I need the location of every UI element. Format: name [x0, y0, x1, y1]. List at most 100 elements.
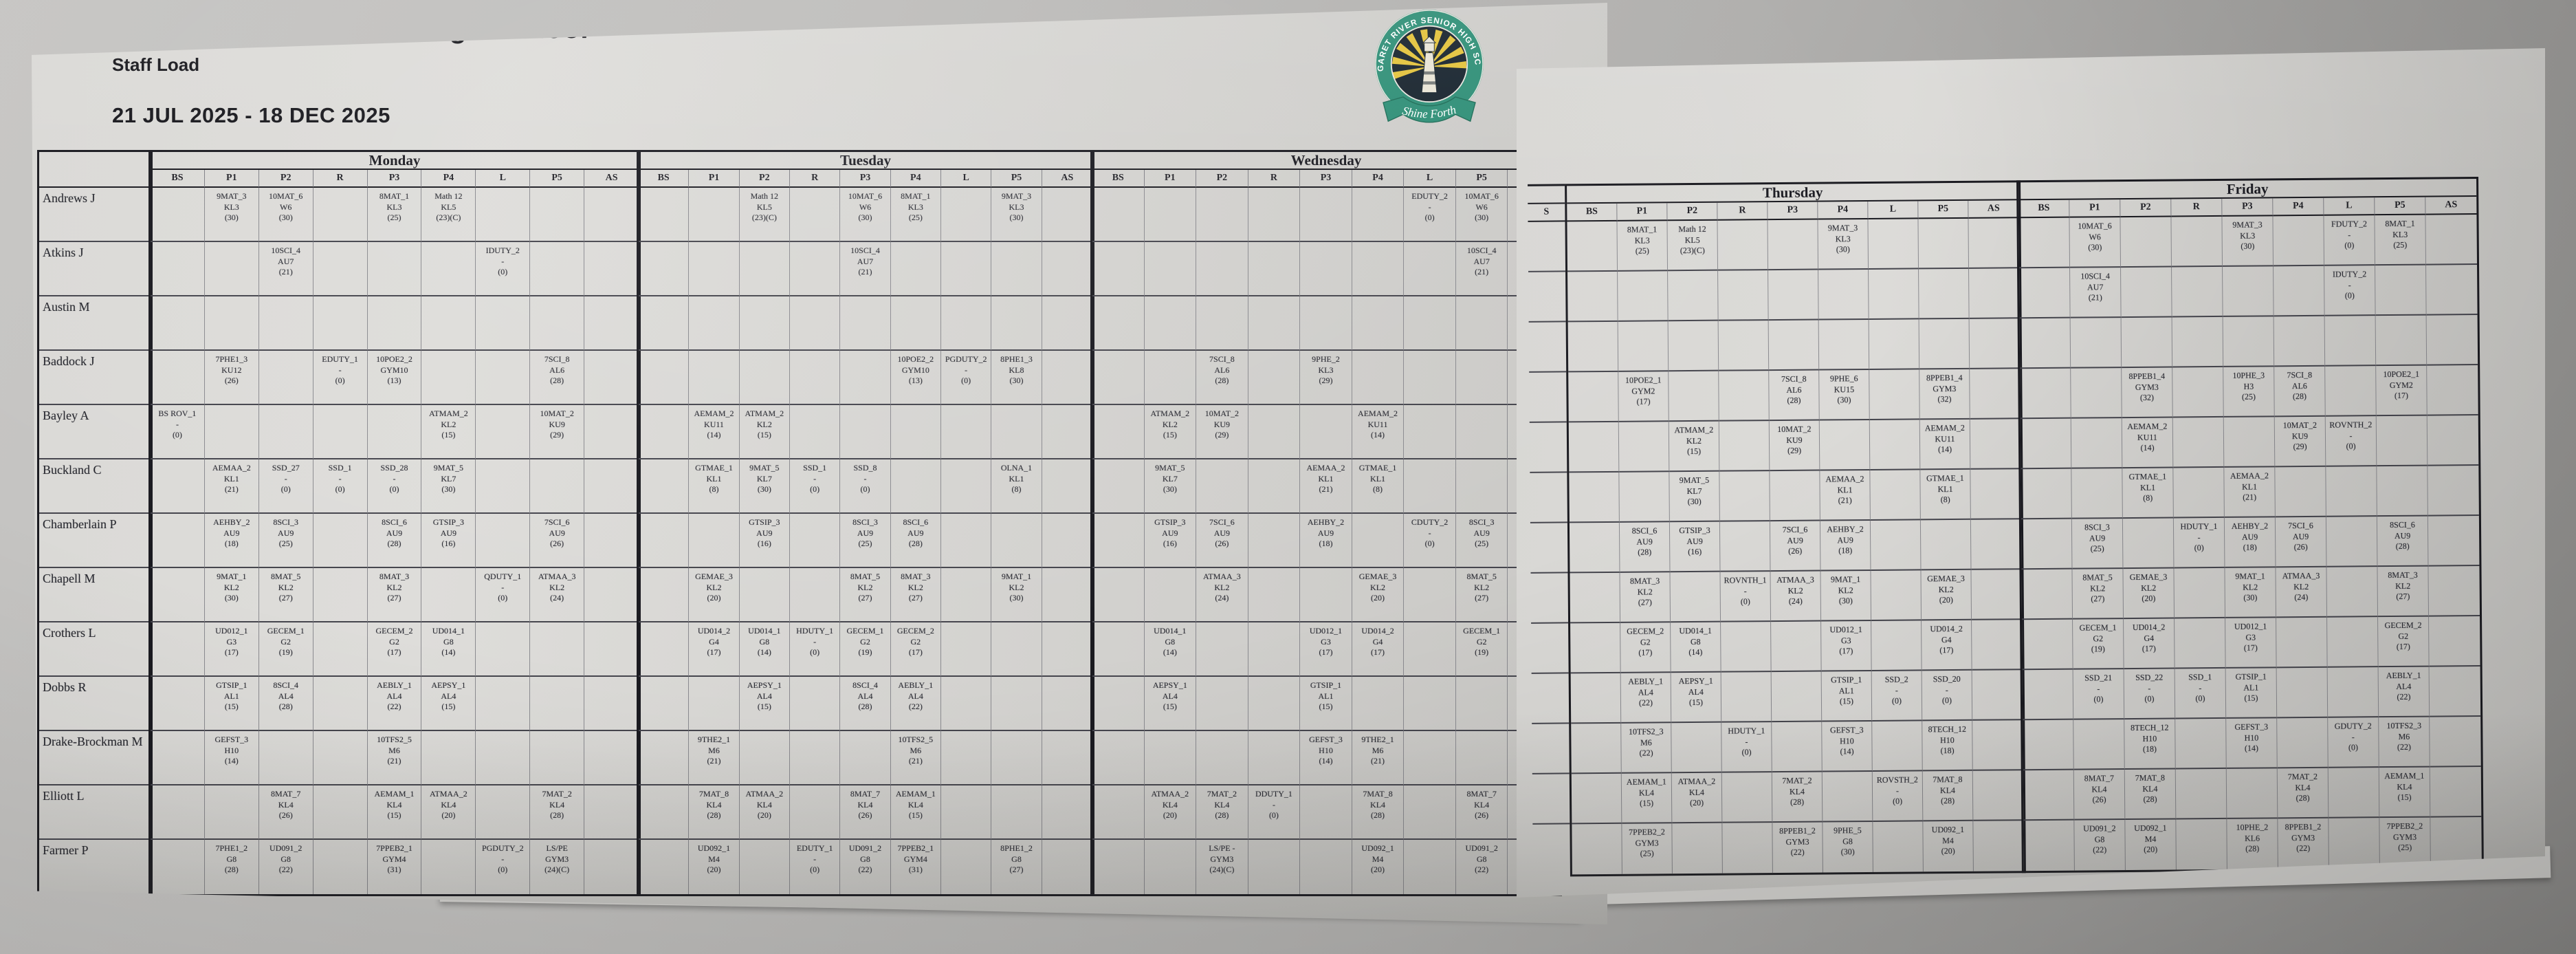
- timetable-cell: [584, 242, 639, 296]
- timetable-cell: [2326, 466, 2377, 517]
- timetable-cell: [313, 731, 368, 785]
- timetable-cell: [1455, 677, 1508, 731]
- timetable-cell: OLNA_1 KL1 (8): [991, 459, 1042, 514]
- timetable-cell: [367, 296, 422, 351]
- timetable-cell: [584, 785, 639, 840]
- timetable-cell: GEFST_3 H10 (14): [1300, 731, 1352, 785]
- period-header: L: [1868, 201, 1919, 219]
- timetable-cell: [991, 622, 1042, 677]
- period-header: P5: [991, 170, 1042, 188]
- timetable-cell: GTSIP_3 AU9 (16): [421, 514, 476, 568]
- timetable-cell: 8MAT_5 KL2 (27): [840, 568, 891, 622]
- timetable-cell: [1871, 620, 1922, 671]
- timetable-cell: [1300, 405, 1352, 459]
- timetable-cell: [941, 785, 992, 840]
- timetable-cell: [1404, 840, 1456, 894]
- timetable-cell: 10PHE_3 H3 (25): [2223, 367, 2275, 418]
- timetable-cell: LS/PE - GYM3 (24)(C): [1196, 840, 1248, 894]
- timetable-cell: [2276, 617, 2328, 669]
- timetable-cell: [639, 568, 690, 622]
- timetable-cell: [2328, 768, 2380, 819]
- timetable-cell: [1970, 519, 2022, 570]
- timetable-cell: [2070, 318, 2122, 369]
- timetable-cell: 9MAT_1 KL2 (30): [2225, 567, 2277, 618]
- timetable-cell: [1570, 622, 1621, 674]
- timetable-cell: [1196, 731, 1248, 785]
- timetable-cell: ATMAA_3 KL2 (24): [530, 568, 585, 622]
- timetable-cell: 10SCI_4 AU7 (21): [2070, 268, 2122, 318]
- timetable-cell: GECEM_2 G2 (17): [2378, 616, 2430, 668]
- timetable-cell: 7SCI_8 AL6 (28): [1196, 351, 1248, 405]
- timetable-cell: [1869, 269, 1919, 320]
- timetable-cell: SSD_1 - (0): [790, 459, 841, 514]
- timetable-cell: [1528, 221, 1566, 272]
- timetable-cell: [367, 405, 422, 459]
- timetable-cell: [1092, 731, 1145, 785]
- timetable-cell: UD014_2 G4 (17): [2124, 618, 2175, 670]
- timetable-cell: [2071, 468, 2123, 519]
- timetable-cell: [2326, 567, 2379, 618]
- timetable-cell: AEHBY_2 AU9 (18): [204, 514, 259, 568]
- timetable-cell: [476, 677, 531, 731]
- timetable-cell: [689, 514, 740, 568]
- timetable-cell: [689, 188, 740, 242]
- timetable-cell: GTSIP_3 AU9 (16): [1144, 514, 1197, 568]
- timetable-cell: ATMAA_3 KL2 (24): [1770, 571, 1822, 622]
- timetable-cell: [840, 296, 891, 351]
- timetable-cell: [639, 188, 690, 242]
- timetable-cell: [2172, 417, 2225, 468]
- timetable-cell: [1300, 840, 1352, 894]
- timetable-cell: AEMAM_2 KU11 (14): [1919, 419, 1971, 470]
- timetable-cell: [2073, 719, 2125, 770]
- timetable-cell: [2023, 820, 2075, 871]
- timetable-cell: GTSIP_3 AU9 (16): [1669, 521, 1721, 573]
- timetable-cell: [1404, 785, 1456, 840]
- timetable-cell: [1872, 721, 1923, 772]
- timetable-cell: [1042, 731, 1092, 785]
- timetable-cell: UD091_2 G8 (22): [840, 840, 891, 894]
- timetable-cell: [530, 296, 585, 351]
- overlap-partial-column: S: [1528, 184, 1570, 875]
- timetable-cell: [1248, 242, 1301, 296]
- timetable-cell: [1092, 188, 1145, 242]
- timetable-cell: [313, 405, 368, 459]
- timetable-cell: [1570, 673, 1622, 724]
- timetable-cell: AEMAM_1 KL4 (15): [1621, 773, 1673, 824]
- timetable-cell: [151, 514, 205, 568]
- timetable-cell: [1572, 823, 1622, 875]
- timetable-cell: [790, 405, 841, 459]
- logo-ray: [1391, 56, 1429, 67]
- timetable-cell: 7PPEB2_1 GYM4 (31): [368, 840, 422, 894]
- timetable-cell: [1920, 519, 1972, 571]
- timetable-cell: [1571, 723, 1622, 774]
- timetable-cell: GTMAE_1 KL1 (8): [2122, 468, 2174, 519]
- day-title: Monday: [151, 152, 639, 170]
- timetable-cell: GECEM_2 G2 (17): [367, 622, 422, 677]
- timetable-cell: [1531, 673, 1570, 724]
- timetable-cell: [151, 351, 205, 405]
- timetable-cell: [1092, 296, 1145, 351]
- timetable-cell: 8SCI_3 AU9 (25): [1455, 514, 1508, 568]
- timetable-cell: [1722, 823, 1773, 874]
- timetable-cell: UD092_1 M4 (20): [689, 840, 740, 894]
- period-header: AS: [584, 170, 639, 188]
- timetable-cell: [639, 731, 690, 785]
- timetable-cell: 10TFS2_3 M6 (22): [2379, 717, 2430, 768]
- period-header: R: [313, 170, 368, 188]
- timetable-cell: AEBLY_1 AL4 (22): [2378, 666, 2430, 718]
- timetable-cell: 10MAT_2 KU9 (29): [530, 405, 585, 459]
- timetable-cell: [1042, 351, 1092, 405]
- timetable-cell: GTSIP_1 AL1 (15): [1300, 677, 1352, 731]
- timetable-cell: [1772, 722, 1823, 773]
- timetable-cell: [1768, 270, 1819, 321]
- timetable-cell: [421, 351, 476, 405]
- timetable-cell: [1669, 371, 1719, 422]
- timetable-cell: [421, 731, 476, 785]
- timetable-cell: [1618, 321, 1669, 372]
- timetable-cell: [476, 622, 531, 677]
- timetable-cell: [1092, 785, 1145, 840]
- timetable-cell: [1300, 296, 1352, 351]
- timetable-cell: [941, 459, 992, 514]
- timetable-cell: 9PHE_5 G8 (30): [1823, 821, 1873, 873]
- timetable-cell: [1532, 774, 1570, 825]
